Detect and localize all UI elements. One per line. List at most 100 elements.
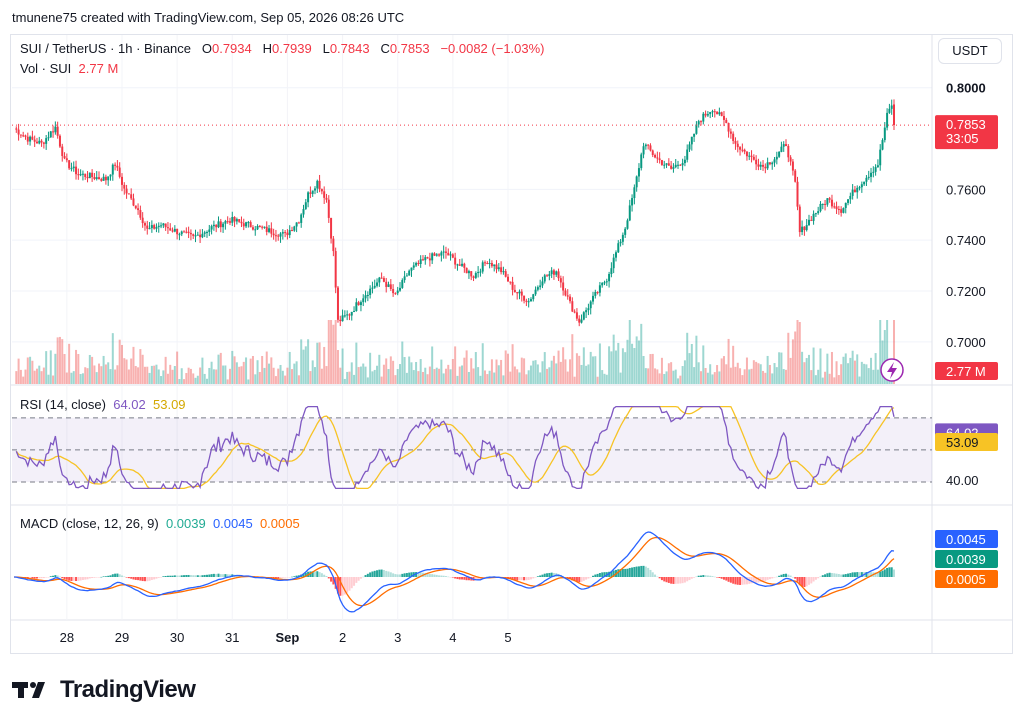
volume-bar: [405, 372, 408, 384]
close-label: C: [380, 41, 390, 56]
macd-hist-bar: [355, 577, 358, 583]
macd-hist-bar: [54, 575, 57, 577]
volume-bar: [438, 368, 441, 384]
candle-body: [63, 156, 66, 159]
macd-hist-bar: [139, 577, 142, 581]
volume-bar: [247, 379, 250, 384]
volume-bar: [26, 357, 29, 384]
volume-bar: [444, 368, 447, 384]
candle-body: [679, 164, 682, 166]
candle-body: [610, 268, 613, 275]
candle-body: [415, 262, 418, 266]
volume-bar: [775, 367, 778, 384]
candle-body: [309, 192, 312, 194]
candle-body: [647, 144, 650, 146]
candle-body: [81, 173, 84, 175]
volume-bar: [132, 346, 135, 384]
candle-body: [100, 179, 103, 181]
macd-hist-bar: [762, 577, 765, 582]
candle-body: [240, 221, 243, 224]
volume-bar: [690, 343, 693, 384]
candle-body: [316, 180, 319, 189]
macd-hist-bar: [598, 573, 601, 577]
candle-body: [217, 221, 220, 228]
macd-hist-bar: [837, 574, 840, 577]
volume-bar: [647, 368, 650, 384]
candle-body: [789, 157, 792, 162]
volume-bar: [858, 376, 861, 384]
volume-bar: [311, 360, 314, 384]
macd-hist-bar: [150, 577, 153, 580]
macd-hist-bar: [486, 576, 489, 578]
candle-body: [458, 264, 461, 266]
candle-body: [224, 221, 227, 224]
candle-body: [194, 235, 197, 237]
macd-hist-bar: [387, 571, 390, 577]
candle-body: [295, 222, 298, 227]
volume-bar: [702, 345, 705, 384]
macd-hist-bar: [787, 574, 790, 577]
macd-hist-badge-text: 0.0039: [946, 552, 986, 567]
candle-body: [146, 225, 149, 229]
volume-bar: [58, 336, 61, 384]
macd-hist-bar: [127, 577, 130, 579]
volume-bar: [534, 360, 537, 384]
volume-bar: [325, 366, 328, 384]
volume-bar: [291, 369, 294, 384]
candle-body: [504, 271, 507, 277]
candle-body: [803, 226, 806, 231]
macd-hist-bar: [203, 574, 206, 577]
volume-bar: [203, 373, 206, 384]
volume-bar: [171, 369, 174, 384]
rsi-line: [15, 405, 895, 490]
macd-hist-bar: [851, 572, 854, 577]
volume-bar: [573, 376, 576, 384]
macd-hist-bar: [536, 576, 539, 577]
candle-body: [633, 187, 636, 199]
volume-bar: [277, 368, 280, 384]
candle-body: [33, 139, 36, 142]
candle-body: [516, 292, 519, 294]
volume-bar: [608, 346, 611, 384]
candle-body: [688, 144, 691, 150]
volume-bar: [148, 372, 151, 384]
time-axis-label: 3: [394, 630, 401, 645]
candle-body: [883, 127, 886, 141]
macd-hist-bar: [219, 574, 222, 577]
macd-hist-bar: [148, 577, 151, 581]
volume-bar: [40, 371, 43, 384]
candle-body: [171, 230, 174, 232]
candle-body: [382, 278, 385, 282]
macd-hist-bar: [739, 577, 742, 585]
volume-bar: [88, 354, 91, 384]
candle-body: [325, 197, 328, 200]
candle-body: [293, 226, 296, 231]
volume-bar: [353, 374, 356, 384]
candle-body: [775, 156, 778, 160]
macd-hist-bar: [794, 577, 797, 579]
candle-body: [401, 280, 404, 288]
candle-body: [637, 168, 640, 177]
symbol-legend: SUI / TetherUS · 1h · Binance O0.7934 H0…: [20, 41, 545, 56]
volume-bar: [819, 348, 822, 384]
currency-button[interactable]: USDT: [938, 38, 1002, 64]
macd-hist-bar: [722, 577, 725, 580]
candle-body: [743, 149, 746, 152]
volume-bar: [762, 370, 765, 384]
candle-body: [752, 156, 755, 160]
candle-body: [403, 276, 406, 281]
volume-bar: [178, 379, 181, 384]
volume-bar: [189, 368, 192, 384]
candle-body: [300, 214, 303, 223]
candle-body: [571, 301, 574, 312]
candle-body: [160, 225, 163, 227]
volume-badge-text: 2.77 M: [946, 364, 986, 379]
macd-hist-bar: [180, 575, 183, 577]
macd-hist-bar: [695, 576, 698, 578]
macd-hist-bar: [178, 575, 181, 577]
candle-body: [111, 164, 114, 175]
candle-body: [155, 227, 158, 229]
volume-bar: [624, 352, 627, 384]
candle-body: [739, 147, 742, 150]
